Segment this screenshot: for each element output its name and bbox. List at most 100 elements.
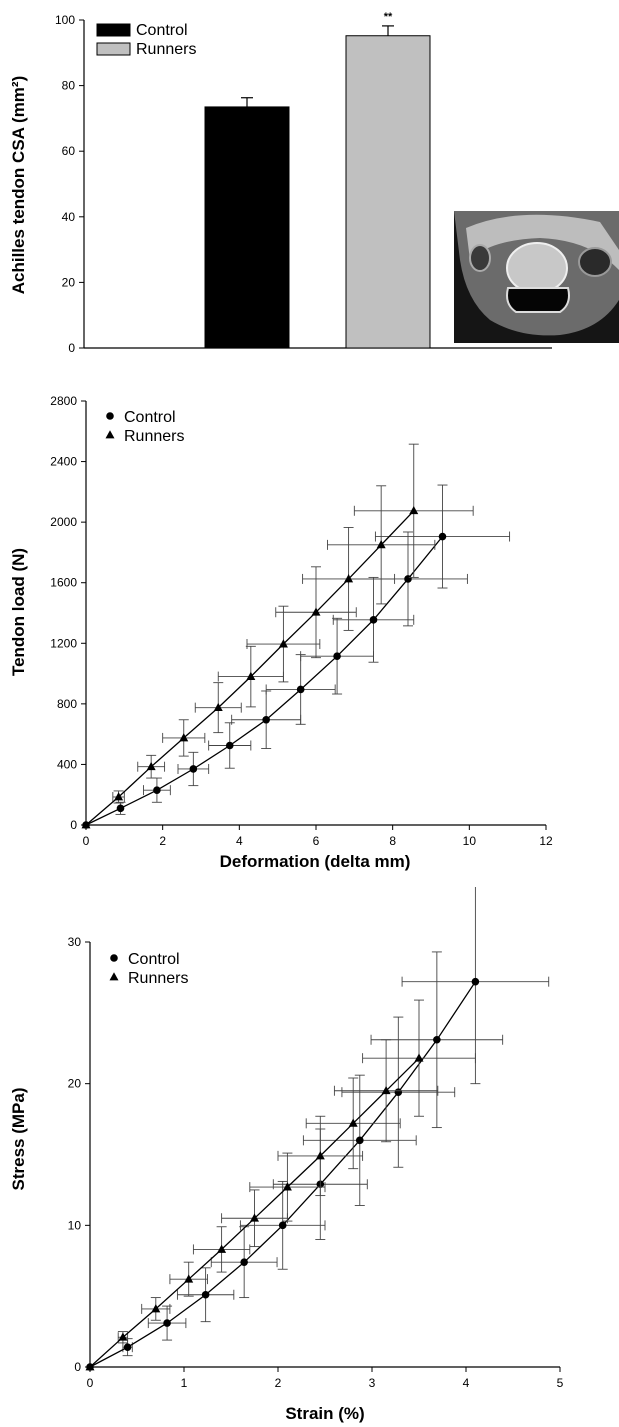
- x-tick-label: 6: [313, 834, 320, 848]
- data-point-control: [404, 575, 412, 583]
- bar-runners: [345, 35, 431, 349]
- data-point-runners: [146, 761, 156, 771]
- legend-label: Control: [124, 409, 176, 426]
- legend-marker: [106, 412, 114, 420]
- x-axis-title: Strain (%): [285, 1404, 364, 1423]
- y-tick-label: 60: [62, 144, 76, 158]
- y-tick-label: 2400: [50, 455, 77, 469]
- y-tick-label: 20: [62, 275, 76, 289]
- data-point-runners: [278, 639, 288, 648]
- legend-marker: [105, 430, 115, 439]
- mri-bright-tissue: [466, 214, 619, 270]
- mri-vessel: [578, 247, 612, 277]
- x-tick-label: 8: [389, 834, 396, 848]
- y-axis-title: Achilles tendon CSA (mm²): [9, 76, 28, 295]
- data-point-runners: [344, 574, 354, 583]
- x-tick-label: 4: [236, 834, 243, 848]
- y-tick-label: 1600: [50, 576, 77, 590]
- data-point-runners: [381, 1085, 391, 1095]
- x-axis-title: Deformation (delta mm): [220, 852, 411, 871]
- data-point-runners: [311, 607, 321, 616]
- mri-tendon: [506, 287, 570, 313]
- legend-swatch: [96, 42, 131, 56]
- data-point-runners: [376, 540, 386, 549]
- y-tick-label: 100: [55, 13, 75, 27]
- data-point-runners: [179, 733, 189, 742]
- y-tick-label: 80: [62, 79, 76, 93]
- x-tick-label: 2: [159, 834, 166, 848]
- y-tick-label: 0: [74, 1360, 81, 1374]
- data-point-control: [438, 532, 447, 541]
- data-point-control: [394, 1088, 403, 1096]
- legend-label: Runners: [128, 970, 188, 987]
- data-point-runners: [151, 1304, 161, 1313]
- data-point-control: [278, 1221, 287, 1230]
- legend-label: Runners: [136, 41, 196, 58]
- data-point-runners: [213, 702, 223, 712]
- data-point-runners: [414, 1053, 424, 1062]
- mri-inset-image: [454, 211, 619, 343]
- data-point-control: [116, 804, 125, 813]
- y-tick-label: 20: [68, 1077, 82, 1091]
- y-tick-label: 30: [68, 935, 82, 949]
- series-line-runners: [85, 510, 415, 826]
- legend-swatch: [96, 23, 131, 37]
- y-tick-label: 2000: [50, 515, 77, 529]
- data-point-runners: [282, 1182, 292, 1191]
- data-point-control: [433, 1035, 441, 1044]
- data-point-control: [123, 1343, 132, 1351]
- data-point-runners: [409, 505, 419, 515]
- y-tick-label: 0: [68, 341, 75, 355]
- y-tick-label: 10: [68, 1218, 82, 1232]
- bar-control: [204, 106, 290, 349]
- y-tick-label: 0: [70, 818, 77, 832]
- data-point-runners: [246, 671, 256, 680]
- data-point-control: [240, 1258, 248, 1266]
- data-point-runners: [348, 1118, 358, 1127]
- legend-label: Control: [136, 22, 188, 39]
- mri-bone: [506, 242, 568, 294]
- data-point-control: [369, 616, 378, 624]
- data-point-control: [355, 1136, 364, 1145]
- data-point-runners: [250, 1213, 259, 1222]
- data-point-control: [189, 765, 198, 773]
- y-tick-label: 800: [57, 697, 77, 711]
- y-tick-label: 40: [62, 210, 76, 224]
- load-deformation-chart: Tendon load (N) Deformation (delta mm) 0…: [9, 394, 553, 871]
- mri-vessel: [469, 244, 491, 272]
- x-tick-label: 12: [539, 834, 553, 848]
- y-axis-title: Tendon load (N): [9, 548, 28, 676]
- data-point-control: [163, 1319, 171, 1327]
- x-tick-label: 4: [463, 1376, 470, 1390]
- x-tick-label: 0: [83, 834, 90, 848]
- data-point-control: [296, 685, 305, 694]
- bar-chart-csa: Achilles tendon CSA (mm²) 0 20 40 60 80 100 **…: [9, 11, 619, 355]
- data-point-runners: [217, 1244, 227, 1253]
- data-point-control: [262, 715, 270, 724]
- data-point-control: [333, 652, 341, 660]
- data-point-control: [471, 977, 480, 986]
- data-point-runners: [315, 1151, 325, 1160]
- data-point-runners: [85, 1362, 95, 1371]
- x-tick-label: 5: [557, 1376, 564, 1390]
- stress-strain-chart: Stress (MPa) Strain (%) 0 10 20 30 0 1 2 3 4 5 Con…: [9, 887, 564, 1423]
- data-point-runners: [114, 792, 124, 801]
- data-point-runners: [81, 820, 91, 829]
- x-tick-label: 2: [275, 1376, 282, 1390]
- y-tick-label: 2800: [50, 394, 77, 408]
- legend-marker: [110, 954, 118, 962]
- x-tick-label: 0: [87, 1376, 94, 1390]
- legend-marker: [109, 972, 119, 981]
- x-tick-label: 10: [463, 834, 477, 848]
- data-point-control: [153, 786, 161, 794]
- x-tick-label: 1: [181, 1376, 188, 1390]
- data-point-runners: [184, 1274, 194, 1283]
- significance-label: **: [384, 11, 393, 23]
- data-point-control: [225, 741, 234, 750]
- data-point-control: [201, 1290, 210, 1299]
- y-tick-label: 400: [57, 757, 77, 771]
- series-line-control: [85, 536, 444, 826]
- y-tick-label: 1200: [50, 636, 77, 650]
- data-point-runners: [118, 1332, 128, 1341]
- y-axis-title: Stress (MPa): [9, 1088, 28, 1191]
